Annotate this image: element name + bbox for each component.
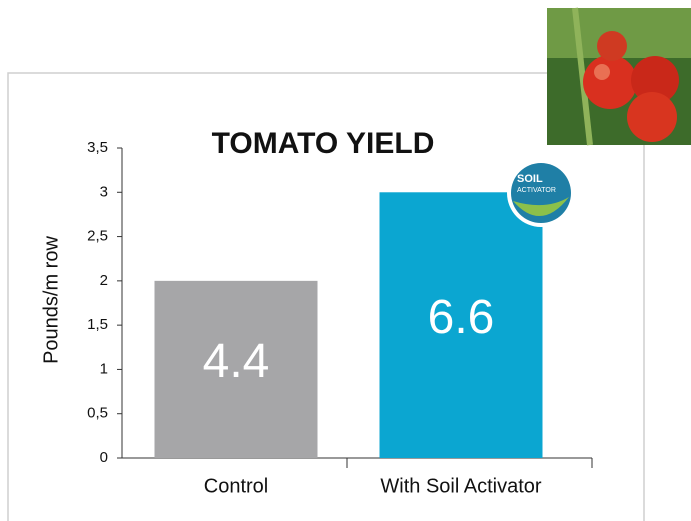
y-axis-label: Pounds/m row [40, 236, 62, 364]
y-tick-label: 1,5 [87, 316, 108, 333]
chart-title: TOMATO YIELD [212, 127, 435, 160]
y-tick-label: 0 [100, 449, 108, 466]
tomato-photo [547, 7, 691, 146]
y-tick-label: 2 [100, 272, 108, 289]
badge-text: ACTIVATOR [517, 187, 556, 194]
y-tick-label: 3 [100, 183, 108, 200]
badge-text: SOIL [517, 173, 543, 185]
x-tick-label: Control [204, 475, 268, 497]
badge-leaf [513, 197, 569, 217]
x-tick-label: With Soil Activator [380, 475, 542, 497]
bar [154, 280, 318, 458]
y-tick-label: 1 [100, 360, 108, 377]
bar-annotation: 4.4 [203, 335, 270, 388]
y-tick-label: 2,5 [87, 228, 108, 245]
y-tick-label: 0,5 [87, 405, 108, 422]
bar-annotation: 6.6 [428, 291, 495, 344]
bar [379, 192, 543, 459]
y-tick-label: 3,5 [87, 139, 108, 156]
